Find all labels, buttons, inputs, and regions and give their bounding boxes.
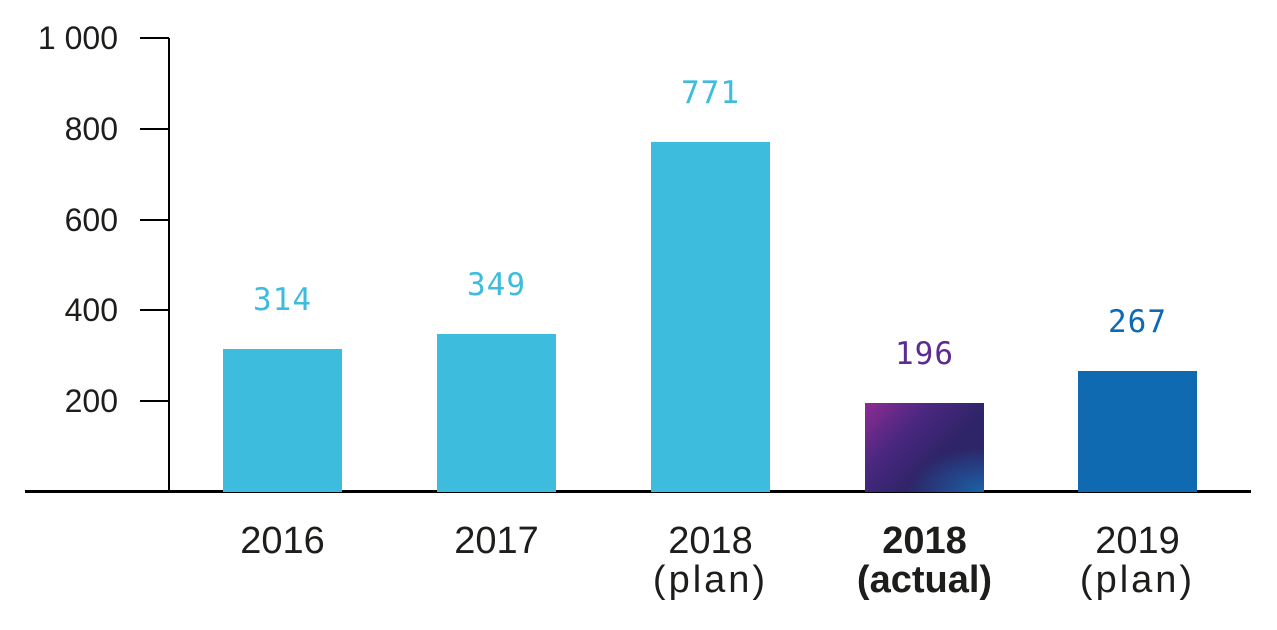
bar-value-label: 196 bbox=[895, 336, 954, 372]
bar-category-label: 2017 bbox=[387, 522, 606, 561]
y-tick-label: 1 000 bbox=[37, 20, 118, 56]
category-qualifier: (plan) bbox=[652, 559, 769, 601]
bar-value-label: 349 bbox=[467, 267, 526, 303]
y-tick-mark bbox=[140, 37, 169, 39]
bar-2018-actual bbox=[865, 403, 984, 492]
bar-2018-plan bbox=[651, 142, 770, 492]
y-tick-label: 600 bbox=[64, 201, 118, 238]
category-year: 2016 bbox=[240, 520, 325, 562]
x-axis-line bbox=[25, 490, 1251, 493]
bar-2017 bbox=[437, 334, 556, 492]
y-axis-line bbox=[168, 38, 170, 493]
bar-value-label: 267 bbox=[1108, 304, 1167, 340]
y-tick-mark bbox=[140, 218, 169, 221]
bar-value-label: 314 bbox=[253, 282, 312, 318]
y-tick-mark bbox=[140, 309, 169, 312]
y-tick-mark bbox=[140, 400, 169, 403]
bar-category-label: 2018 (plan) bbox=[601, 522, 820, 600]
bar-2019-plan bbox=[1078, 371, 1197, 492]
bar-category-label: 2019 (plan) bbox=[1028, 522, 1247, 600]
category-year: 2019 bbox=[1095, 520, 1180, 562]
y-tick-label: 400 bbox=[64, 292, 118, 329]
bar-category-label: 2016 bbox=[173, 522, 392, 561]
category-qualifier: (plan) bbox=[1079, 559, 1196, 601]
y-tick-label: 800 bbox=[64, 110, 118, 147]
bar-value-label: 771 bbox=[681, 75, 740, 111]
category-year: 2017 bbox=[454, 520, 539, 562]
y-tick-mark bbox=[140, 127, 169, 130]
category-year: 2018 bbox=[882, 520, 967, 562]
category-year: 2018 bbox=[668, 520, 753, 562]
category-qualifier: (actual) bbox=[856, 559, 993, 601]
bar-category-label: 2018 (actual) bbox=[815, 522, 1034, 600]
y-tick-label: 200 bbox=[64, 383, 118, 420]
bar-2016 bbox=[223, 349, 342, 492]
